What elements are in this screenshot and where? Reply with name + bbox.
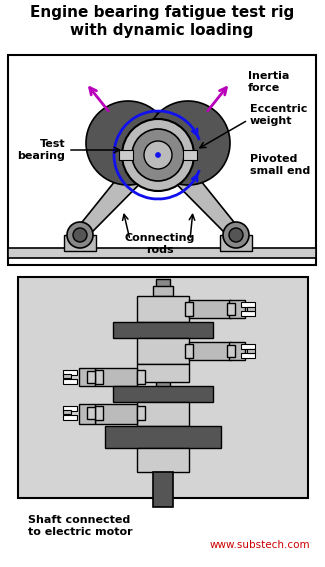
Bar — [8, 248, 316, 258]
Bar — [113, 386, 213, 402]
Bar — [8, 55, 316, 265]
Bar — [189, 342, 231, 360]
Bar — [18, 277, 308, 498]
Bar — [95, 368, 137, 386]
Bar — [87, 407, 95, 419]
Bar — [137, 296, 189, 322]
Bar — [247, 307, 255, 311]
Bar — [119, 150, 133, 160]
Bar — [137, 406, 145, 420]
Text: Connecting
rods: Connecting rods — [125, 233, 195, 255]
Bar — [137, 448, 189, 472]
Bar — [63, 379, 77, 384]
Bar — [183, 150, 197, 160]
Bar — [227, 345, 235, 357]
Polygon shape — [75, 163, 146, 239]
Circle shape — [132, 129, 184, 181]
Circle shape — [67, 222, 93, 248]
Bar — [241, 302, 255, 307]
Polygon shape — [170, 163, 241, 239]
Bar — [63, 374, 71, 378]
Text: Pivoted
small end: Pivoted small end — [250, 154, 310, 176]
Bar — [113, 322, 213, 338]
Bar — [64, 235, 96, 251]
Bar — [247, 349, 255, 353]
Bar — [229, 342, 245, 360]
Bar — [63, 406, 77, 411]
Bar — [137, 364, 189, 382]
Bar — [79, 368, 95, 386]
Bar — [63, 415, 77, 420]
Circle shape — [229, 228, 243, 242]
Bar — [153, 472, 173, 507]
Bar — [241, 311, 255, 316]
Circle shape — [146, 101, 230, 185]
Bar — [185, 344, 193, 358]
Bar — [227, 303, 235, 315]
Circle shape — [155, 153, 161, 158]
Bar — [95, 370, 103, 384]
Bar — [241, 353, 255, 358]
Text: Test
bearing: Test bearing — [17, 139, 65, 161]
Bar — [63, 410, 71, 414]
Bar — [229, 300, 245, 318]
Circle shape — [223, 222, 249, 248]
Bar — [153, 286, 173, 296]
Circle shape — [73, 228, 87, 242]
Bar — [189, 300, 231, 318]
Bar — [87, 371, 95, 383]
Text: Shaft connected
to electric motor: Shaft connected to electric motor — [28, 515, 133, 536]
Text: www.substech.com: www.substech.com — [209, 540, 310, 550]
Bar — [185, 302, 193, 316]
Text: Engine bearing fatigue test rig
with dynamic loading: Engine bearing fatigue test rig with dyn… — [30, 5, 294, 38]
Bar — [105, 426, 221, 448]
Bar — [137, 370, 145, 384]
Text: Eccentric
weight: Eccentric weight — [250, 104, 307, 126]
Bar — [95, 404, 137, 424]
Bar — [241, 344, 255, 349]
Bar — [137, 402, 189, 426]
Text: Inertia
force: Inertia force — [248, 71, 289, 93]
Bar — [156, 279, 170, 470]
Bar — [137, 338, 189, 364]
Bar — [95, 406, 103, 420]
Bar — [63, 370, 77, 375]
Bar — [79, 404, 95, 424]
Bar — [220, 235, 252, 251]
Circle shape — [86, 101, 170, 185]
Circle shape — [144, 141, 172, 169]
Circle shape — [122, 119, 194, 191]
